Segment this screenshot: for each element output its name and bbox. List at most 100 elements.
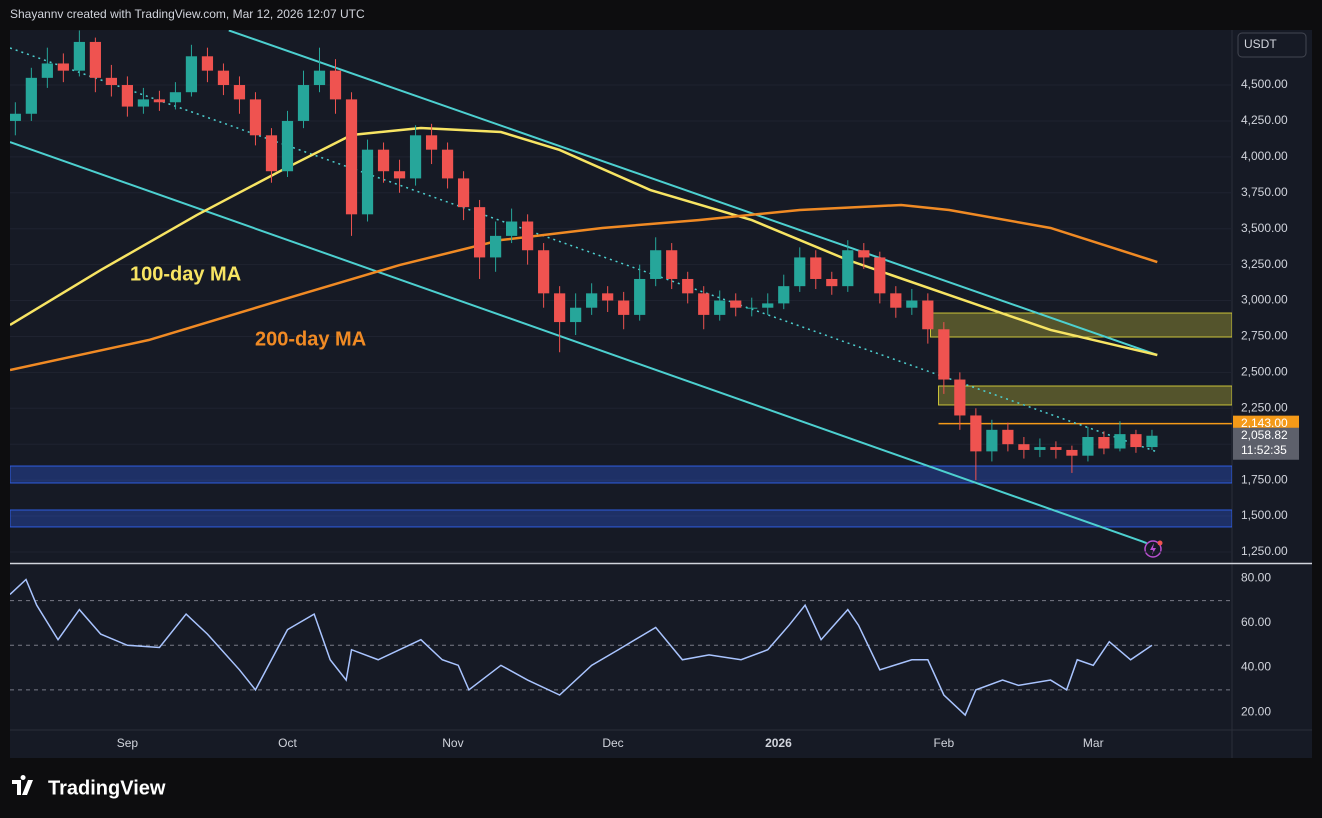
y-tick-label: 3,000.00 [1241,293,1288,307]
candle-body [409,135,422,179]
candle-body [457,178,470,208]
moving-average [10,203,1158,372]
y-tick-label: 3,500.00 [1241,221,1288,235]
ma-annotation: 200-day MA [255,328,366,350]
candle-body [714,300,726,315]
y-tick-label: 4,500.00 [1241,77,1288,91]
zone [10,465,1232,484]
candle-body [10,113,21,121]
candle-body [746,307,758,309]
price-pane [10,30,1232,553]
y-tick-label: 60.00 [1241,615,1271,629]
y-tick-label: 40.00 [1241,660,1271,674]
candle-body [794,257,806,287]
level-label: 2,143.00 [1241,416,1288,430]
candle-body [906,300,918,308]
candle-body [1066,449,1078,456]
candle-body [329,70,342,100]
x-tick-label: Feb [933,736,954,750]
y-tick-label: 4,000.00 [1241,149,1288,163]
candle-body [618,300,630,315]
candle-body [361,149,374,215]
candle-body [1098,437,1110,449]
zone [930,312,1232,338]
candle-body [57,63,69,71]
zone [10,509,1232,528]
y-tick-label: 3,750.00 [1241,185,1288,199]
candle-body [265,135,278,172]
candle-body [473,207,486,258]
candle-body [522,221,534,251]
candle-body [345,99,358,215]
x-tick-label: Dec [602,736,623,750]
y-tick-label: 2,500.00 [1241,365,1288,379]
candle-body [586,293,598,308]
x-tick-label: Oct [278,736,297,750]
candle-body [1034,447,1046,450]
last-price-label: 2,058.82 [1241,428,1288,442]
candle-body [938,329,950,380]
candle-body [650,250,662,279]
candle-body [1114,434,1126,449]
y-tick-label: 3,250.00 [1241,257,1288,271]
candle-body [970,415,982,452]
candle-body [89,41,101,78]
candle-body [441,149,454,179]
candle-body [554,293,566,323]
candle-body [425,135,438,150]
y-tick-label: 4,250.00 [1241,113,1288,127]
logo [12,775,33,795]
trendline [10,141,1147,544]
candle-body [1002,429,1014,445]
candle-body [137,99,150,107]
candle-body [842,250,854,287]
candle-body [778,286,790,304]
candle-body [602,293,614,301]
rsi-line [10,578,1153,717]
candle-body [666,250,678,279]
x-tick-label: Mar [1083,736,1104,750]
candle-body [1018,444,1030,450]
candle-body [217,70,230,86]
alert-icon [1144,540,1163,558]
candle-body [185,56,198,93]
candle-body [313,70,326,86]
zone [938,385,1232,406]
y-tick-label: 1,500.00 [1241,508,1288,522]
y-tick-label: 1,250.00 [1241,544,1288,558]
candle-body [730,300,742,308]
chart-frame [10,30,1312,758]
candle-body [538,250,550,294]
candle-body [41,63,53,78]
candle-body [377,149,390,172]
candle-body [810,257,822,279]
candle-body [682,278,694,294]
header: Shayannv created with TradingView.com, M… [10,7,365,21]
candle-body [201,56,214,71]
candle-body [698,293,710,315]
candle-body [393,171,406,179]
candle-body [73,41,85,71]
candle-body [1050,447,1062,450]
candle-body [153,99,166,103]
candle-body [25,77,37,114]
y-tick-label: 2,750.00 [1241,329,1288,343]
candle-body [506,221,518,236]
candle-body [1130,434,1142,448]
y-tick-label: 80.00 [1241,571,1271,585]
y-tick-label: 2,250.00 [1241,400,1288,414]
x-tick-label: Sep [117,736,139,750]
last-price-box [1233,427,1299,460]
candle-body [169,92,182,103]
candle-body [986,429,998,452]
candle-body [922,300,934,330]
candle-body [249,99,262,136]
candle-body [281,120,294,172]
rsi-pane [10,578,1232,717]
moving-average [10,126,1158,357]
candle-body [105,77,117,86]
level-label-box [1233,415,1299,432]
ma-annotation: 100-day MA [130,263,241,285]
y-tick-label: 1,750.00 [1241,472,1288,486]
